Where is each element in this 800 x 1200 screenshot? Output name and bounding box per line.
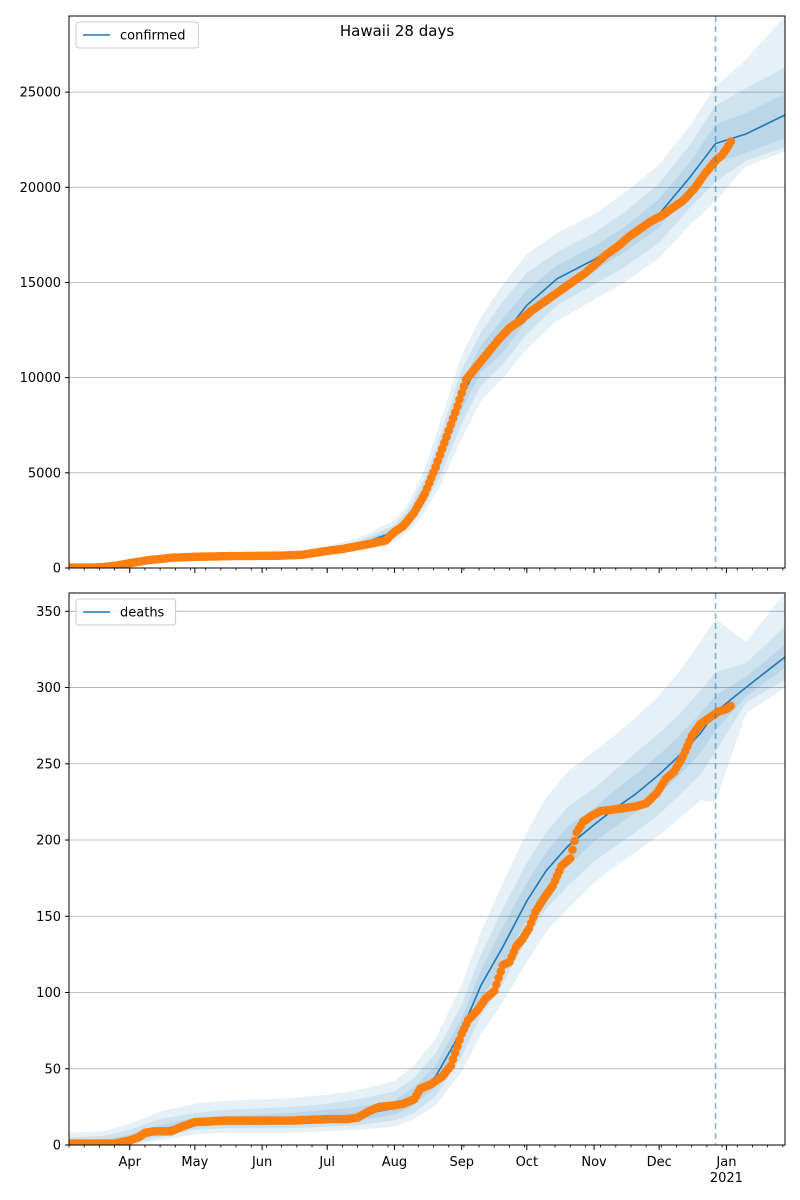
x-tick-label: Jul — [318, 1155, 335, 1170]
plot-area — [69, 16, 785, 568]
data-point — [453, 401, 462, 411]
uncertainty-band — [69, 593, 785, 1145]
legend-label: deaths — [120, 606, 165, 621]
data-point — [459, 381, 469, 391]
observed-points — [69, 137, 736, 568]
y-tick-label: 150 — [36, 910, 61, 925]
y-tick-label: 300 — [36, 681, 61, 696]
data-point — [455, 395, 464, 404]
data-point — [726, 701, 736, 711]
data-point — [490, 986, 499, 996]
x-tick-label: Nov — [581, 1155, 607, 1170]
uncertainty-band — [69, 626, 785, 1145]
data-point — [457, 388, 467, 398]
y-tick-label: 0 — [53, 562, 61, 577]
uncertainty-band — [69, 94, 785, 568]
x-year-label: 2021 — [710, 1171, 743, 1186]
data-point — [568, 845, 577, 854]
y-tick-label: 10000 — [20, 371, 61, 386]
y-tick-label: 350 — [36, 605, 61, 620]
y-tick-label: 0 — [53, 1139, 61, 1154]
legend: deaths — [75, 598, 177, 626]
y-tick-label: 50 — [44, 1062, 61, 1077]
x-tick-label: Jun — [251, 1155, 272, 1170]
data-point — [726, 137, 736, 146]
y-tick-label: 250 — [36, 757, 61, 772]
plot-frame — [68, 592, 786, 1146]
x-tick-label: Oct — [516, 1155, 538, 1170]
y-tick-label: 15000 — [20, 276, 61, 291]
x-tick-label: Sep — [449, 1155, 474, 1170]
deaths-chart: 0 50 100 150 200 250 300 350 Apr May Jun Jul Aug Sep O… — [36, 592, 786, 1186]
y-tick-label: 25000 — [20, 86, 61, 101]
y-tick-label: 20000 — [20, 181, 61, 196]
data-point — [565, 854, 575, 863]
plot-area — [69, 593, 785, 1145]
x-tick-label: May — [181, 1155, 208, 1170]
observed-points — [69, 701, 736, 1145]
plot-frame — [68, 15, 786, 569]
confirmed-chart: 0 5000 10000 15000 20000 25000 confirmed — [20, 15, 786, 577]
x-tick-label: Dec — [647, 1155, 672, 1170]
data-point — [492, 980, 501, 989]
y-tick-label: 5000 — [28, 466, 61, 481]
chart-title: Hawaii 28 days — [340, 22, 454, 40]
legend-box — [75, 21, 199, 49]
x-tick-label: Aug — [382, 1155, 407, 1170]
legend-box — [75, 598, 177, 626]
x-tick-label: Jan — [715, 1155, 736, 1170]
y-tick-label: 200 — [36, 834, 61, 849]
data-point — [570, 836, 579, 846]
uncertainty-band — [69, 67, 785, 568]
data-point — [494, 973, 503, 983]
x-tick-label: Apr — [119, 1155, 142, 1170]
legend-label: confirmed — [120, 29, 186, 44]
y-tick-label: 100 — [36, 986, 61, 1001]
legend: confirmed — [75, 21, 199, 49]
